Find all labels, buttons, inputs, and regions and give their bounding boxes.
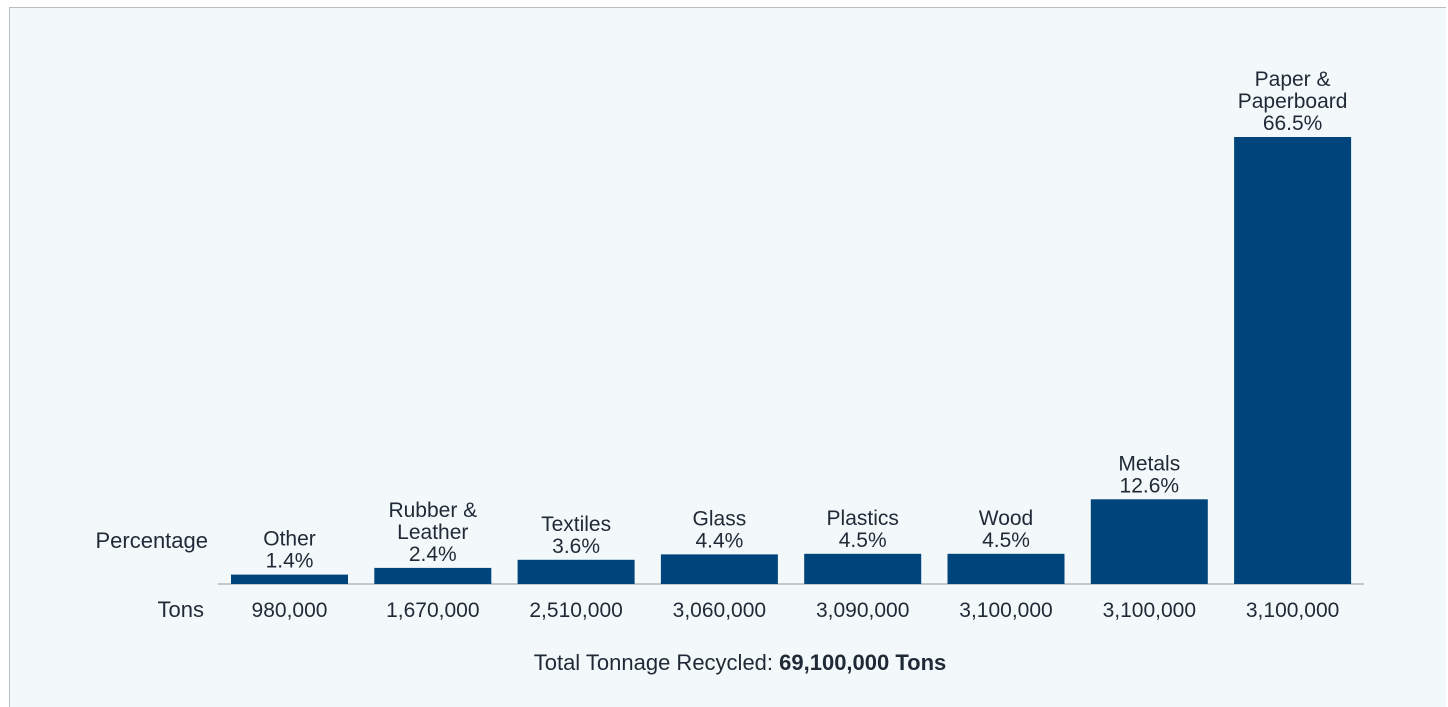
value-label-other: 1.4% [266,550,314,573]
tons-label-plastics: 3,090,000 [816,599,909,622]
value-label-paper-and-paperboard: 66.5% [1263,112,1323,135]
tons-label-metals: 3,100,000 [1103,599,1196,622]
category-label-textiles: Textiles [541,513,611,536]
bar-wood [947,553,1065,584]
value-label-plastics: 4.5% [839,529,887,552]
category-label-glass: Glass [693,507,747,530]
tons-label-other: 980,000 [252,599,328,622]
tons-label-paper-and-paperboard: 3,100,000 [1246,599,1339,622]
bar-plastics [804,553,922,584]
bar-paper-and-paperboard [1234,137,1352,584]
tons-label-glass: 3,060,000 [673,599,766,622]
tons-label-textiles: 2,510,000 [529,599,622,622]
value-label-glass: 4.4% [695,529,743,552]
category-label-rubber-and-leather-line-2: Leather [397,521,468,544]
category-label-plastics: Plastics [827,507,899,530]
total-tonnage-value: 69,100,000 Tons [779,650,946,675]
tons-label-wood: 3,100,000 [959,599,1052,622]
bar-glass [660,554,778,584]
bar-rubber-and-leather [374,567,492,584]
category-label-metals: Metals [1118,452,1180,475]
bars-group: 1.4%Other 980,000 2.4% Rubber &Leather 1,670… [231,68,1352,622]
category-label-other: Other [263,528,316,551]
category-label-paper-and-paperboard-line-2: Paperboard [1238,90,1348,113]
percentage-row-label: Percentage [95,528,208,553]
bar-textiles [517,559,635,584]
value-label-textiles: 3.6% [552,535,600,558]
tons-row-label: Tons [158,597,204,622]
category-label-rubber-and-leather-line-1: Rubber & [388,499,477,522]
value-label-metals: 12.6% [1120,474,1180,497]
category-label-wood: Wood [979,507,1033,530]
tons-label-rubber-and-leather: 1,670,000 [386,599,479,622]
total-tonnage-label: Total Tonnage Recycled: [534,650,779,675]
chart-panel [9,7,1446,707]
category-label-paper-and-paperboard-line-1: Paper & [1255,68,1331,91]
bar-other [231,574,348,584]
value-label-wood: 4.5% [982,529,1030,552]
value-label-rubber-and-leather: 2.4% [409,543,457,566]
bar-metals [1090,499,1208,584]
total-tonnage: Total Tonnage Recycled: 69,100,000 Tons [534,650,947,675]
